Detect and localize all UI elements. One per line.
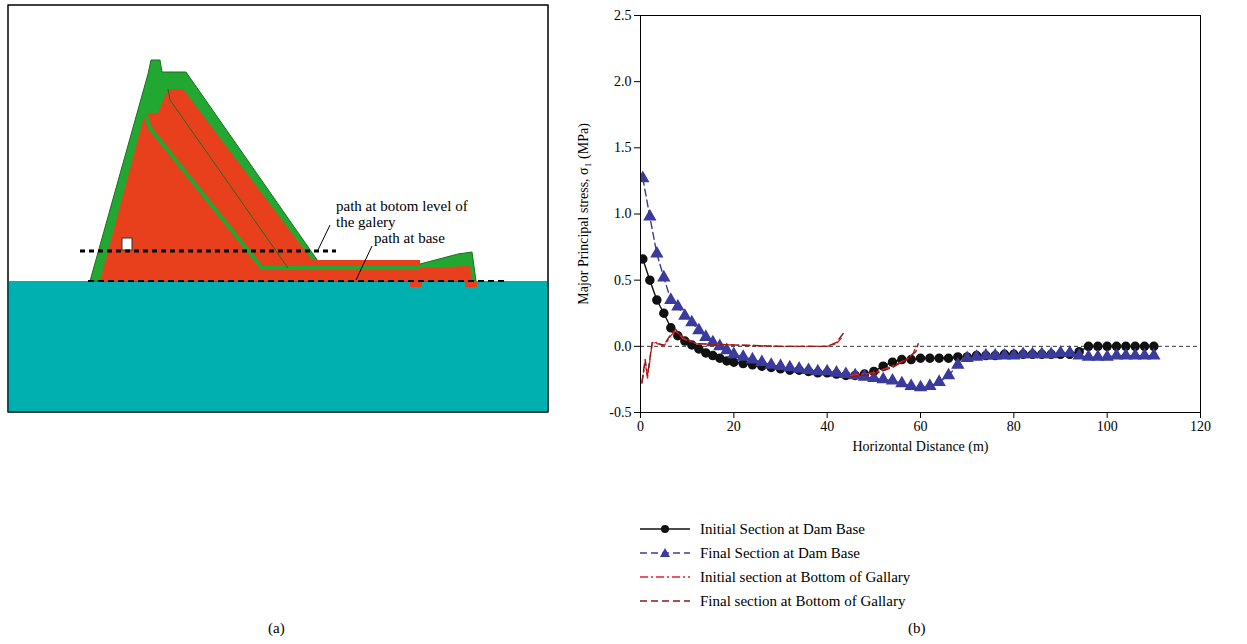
svg-text:0.0: 0.0 xyxy=(614,339,632,354)
svg-text:40: 40 xyxy=(820,419,834,434)
svg-text:0: 0 xyxy=(637,419,644,434)
svg-text:Initial Section at Dam Base: Initial Section at Dam Base xyxy=(700,521,865,537)
svg-text:Final Section at Dam Base: Final Section at Dam Base xyxy=(700,545,860,561)
svg-text:2.0: 2.0 xyxy=(614,74,632,89)
svg-text:the galery: the galery xyxy=(336,214,396,230)
svg-text:-0.5: -0.5 xyxy=(609,405,631,420)
svg-text:path at botom level of: path at botom level of xyxy=(336,198,468,214)
svg-text:1.0: 1.0 xyxy=(614,206,632,221)
svg-text:100: 100 xyxy=(1097,419,1118,434)
svg-text:Initial section at Bottom of G: Initial section at Bottom of Gallary xyxy=(700,569,911,585)
svg-text:Horizontal Distance (m): Horizontal Distance (m) xyxy=(852,439,988,455)
svg-text:60: 60 xyxy=(914,419,928,434)
svg-text:1.5: 1.5 xyxy=(614,140,632,155)
svg-text:80: 80 xyxy=(1007,419,1021,434)
svg-text:0.5: 0.5 xyxy=(614,273,632,288)
svg-text:2.5: 2.5 xyxy=(614,8,632,23)
svg-text:20: 20 xyxy=(727,419,741,434)
html-text:(a): (a) xyxy=(268,620,285,636)
svg-text:Final section at Bottom of Gal: Final section at Bottom of Gallary xyxy=(700,593,906,609)
svg-text:path at base: path at base xyxy=(374,230,445,246)
svg-text:Major Principal stress, σ₁ (MP: Major Principal stress, σ₁ (MPa) xyxy=(576,123,592,305)
svg-text:120: 120 xyxy=(1190,419,1211,434)
html-text:(b): (b) xyxy=(908,620,926,636)
